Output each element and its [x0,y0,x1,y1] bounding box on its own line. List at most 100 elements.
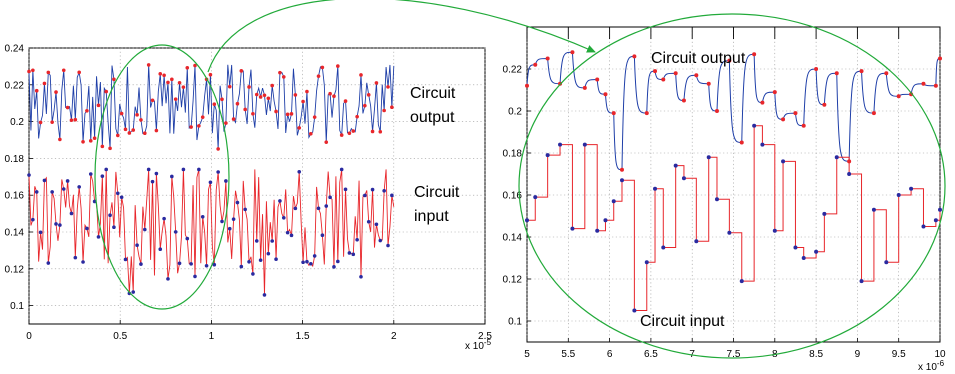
x-tick-label: 9 [855,349,861,360]
series-marker-circuit-output [312,115,317,119]
series-marker-circuit-output [347,131,352,136]
series-marker-circuit-output [262,93,267,98]
series-marker-circuit-output [119,111,124,116]
series-marker-circuit-output [193,63,197,68]
series-marker-circuit-output [739,140,744,145]
series-marker-circuit-input [859,279,864,284]
series-marker-circuit-output [871,111,876,116]
series-marker-circuit-input [834,155,839,160]
series-marker-circuit-input [347,251,352,255]
series-marker-circuit-output [200,115,205,119]
series-marker-circuit-input [154,171,159,176]
series-marker-circuit-input [706,155,711,160]
series-marker-circuit-input [220,219,224,224]
series-marker-circuit-input [884,260,889,265]
series-marker-circuit-output [96,103,101,108]
series-marker-circuit-input [909,186,914,191]
series-marker-circuit-output [355,114,359,119]
series-marker-circuit-output [727,58,732,63]
series-marker-circuit-input [231,217,236,221]
series-marker-circuit-input [115,191,120,196]
right-output-label: Circuit output [651,50,746,67]
y-tick-label: 0.22 [503,65,523,76]
series-marker-circuit-output [112,77,116,82]
series-marker-circuit-output [154,128,159,133]
series-marker-circuit-output [390,105,394,110]
series-marker-circuit-input [34,190,39,194]
series-marker-circuit-output [834,71,839,76]
series-marker-circuit-input [235,200,240,205]
series-marker-circuit-input [208,180,213,185]
y-tick-label: 0.2 [10,117,24,128]
series-marker-circuit-output [938,56,942,61]
series-marker-circuit-output [632,54,637,59]
series-marker-circuit-input [262,293,267,297]
left-input-label-line1: Circuit [414,184,460,201]
series-marker-circuit-input [31,217,35,222]
series-marker-circuit-output [336,64,340,68]
series-marker-circuit-output [189,125,193,129]
series-marker-circuit-input [270,239,275,243]
series-marker-circuit-output [525,83,529,88]
series-marker-circuit-output [653,69,658,74]
series-marker-circuit-output [139,118,143,122]
series-line-circuit-input [28,169,395,295]
series-marker-circuit-output [34,88,39,93]
series-marker-circuit-input [336,259,340,264]
series-marker-circuit-input [545,153,550,158]
series-marker-circuit-output [88,139,93,143]
series-marker-circuit-output [115,133,120,138]
series-marker-circuit-output [50,120,54,124]
series-marker-circuit-output [278,70,282,75]
series-marker-circuit-output [150,98,155,103]
series-marker-circuit-input [181,167,186,172]
series-marker-circuit-output [772,90,777,95]
series-marker-circuit-input [760,142,765,147]
series-marker-circuit-output [135,113,139,117]
series-marker-circuit-input [301,260,305,265]
series-marker-circuit-output [146,63,151,67]
series-marker-circuit-input [533,195,538,200]
x-tick-label: 8.5 [809,349,823,360]
series-marker-circuit-input [50,190,54,194]
series-marker-circuit-input [135,243,139,248]
series-marker-circuit-output [243,107,247,112]
series-marker-circuit-input [673,163,678,168]
series-marker-circuit-input [938,207,942,212]
series-marker-circuit-input [289,233,294,238]
x-tick-label: 2 [391,331,397,342]
x-tick-label: 1.5 [296,331,310,342]
x-tick-label: 9.5 [892,349,906,360]
series-marker-circuit-input [847,172,852,176]
series-marker-circuit-output [933,83,938,88]
series-marker-circuit-input [355,237,359,242]
series-marker-circuit-output [38,120,43,125]
series-marker-circuit-input [170,174,174,179]
series-marker-circuit-input [251,272,255,276]
y-tick-label: 0.16 [5,191,25,202]
series-marker-circuit-input [285,230,290,235]
x-tick-label: 1 [209,331,215,342]
series-marker-circuit-input [316,206,321,211]
series-marker-circuit-output [177,80,182,85]
left-input-label-line2: input [414,208,449,225]
series-marker-circuit-output [611,111,616,116]
series-marker-circuit-output [896,94,901,99]
series-marker-circuit-input [212,262,217,267]
series-marker-circuit-output [100,144,105,149]
series-marker-circuit-input [772,228,777,233]
series-marker-circuit-input [595,228,600,233]
series-marker-circuit-output [921,81,926,86]
series-marker-circuit-input [752,123,757,128]
series-marker-circuit-output [297,126,302,130]
series-marker-circuit-input [339,167,344,172]
series-marker-circuit-input [309,261,313,266]
x-tick-label: 0.5 [113,331,127,342]
series-marker-circuit-input [582,142,587,147]
series-marker-circuit-output [382,108,386,113]
series-marker-circuit-output [706,81,711,86]
series-marker-circuit-output [316,74,321,78]
series-marker-circuit-input [351,252,356,257]
series-marker-circuit-output [332,94,336,99]
series-marker-circuit-output [293,93,298,97]
